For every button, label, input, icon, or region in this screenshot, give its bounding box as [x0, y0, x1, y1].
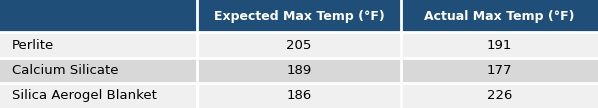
Text: Calcium Silicate: Calcium Silicate [12, 64, 118, 77]
FancyBboxPatch shape [401, 58, 598, 83]
FancyBboxPatch shape [401, 83, 598, 108]
FancyBboxPatch shape [197, 83, 401, 108]
Text: 177: 177 [487, 64, 512, 77]
FancyBboxPatch shape [197, 0, 401, 32]
FancyBboxPatch shape [0, 58, 197, 83]
FancyBboxPatch shape [0, 83, 197, 108]
FancyBboxPatch shape [0, 0, 197, 32]
Text: 186: 186 [286, 89, 312, 102]
Text: 205: 205 [286, 38, 312, 52]
Text: Perlite: Perlite [12, 38, 54, 52]
Text: 191: 191 [487, 38, 512, 52]
FancyBboxPatch shape [197, 58, 401, 83]
Text: Actual Max Temp (°F): Actual Max Temp (°F) [424, 10, 575, 23]
Text: 189: 189 [286, 64, 312, 77]
FancyBboxPatch shape [401, 0, 598, 32]
FancyBboxPatch shape [401, 32, 598, 58]
Text: Silica Aerogel Blanket: Silica Aerogel Blanket [12, 89, 157, 102]
Text: 226: 226 [487, 89, 512, 102]
Text: Expected Max Temp (°F): Expected Max Temp (°F) [213, 10, 385, 23]
FancyBboxPatch shape [197, 32, 401, 58]
FancyBboxPatch shape [0, 32, 197, 58]
